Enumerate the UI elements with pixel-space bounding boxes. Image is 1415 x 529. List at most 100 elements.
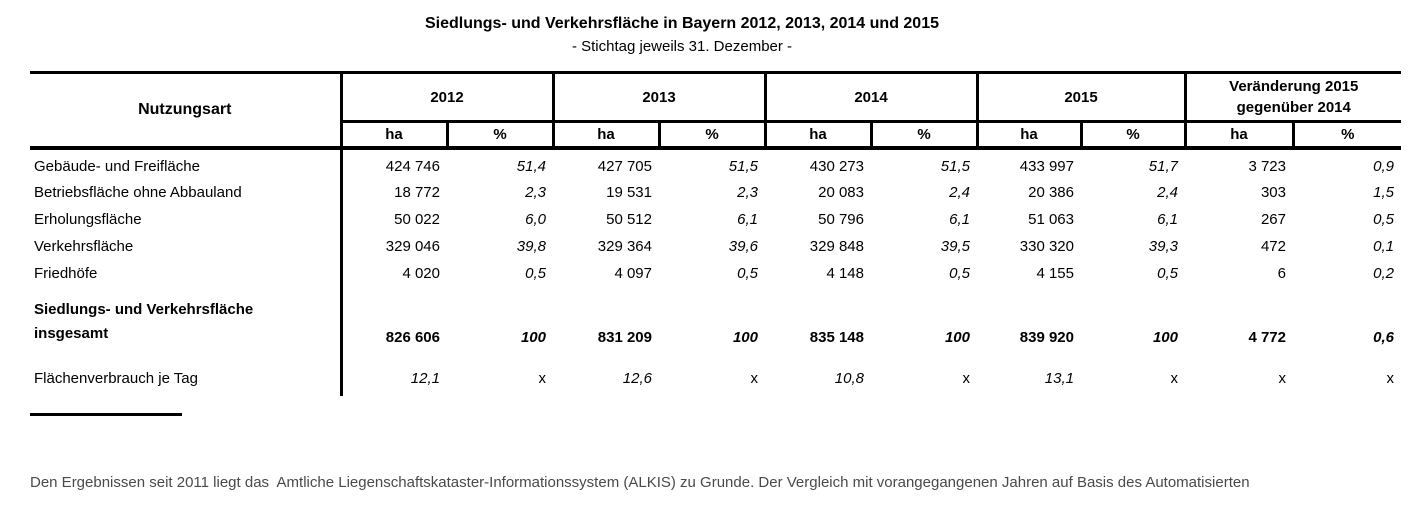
table-header-units: ha % ha % ha % ha % ha %	[30, 121, 1402, 150]
cell-pct: 2,4	[949, 183, 970, 201]
cell-ha: 50 022	[394, 210, 440, 228]
year-header-2013: 2013	[551, 72, 765, 123]
cell-ha: 433 997	[1019, 157, 1074, 175]
unit-header-pct: %	[657, 121, 765, 150]
row-label: Verkehrsfläche	[30, 232, 343, 260]
year-header-2014: 2014	[763, 72, 977, 123]
cell-pct: 39,8	[516, 237, 546, 255]
cell-ha: 19 531	[606, 183, 652, 201]
cell-pct: 6,1	[1157, 210, 1178, 228]
unit-header-pct: %	[1079, 121, 1185, 150]
document-header: Siedlungs- und Verkehrsfläche in Bayern …	[0, 0, 1364, 57]
table-row: Erholungsfläche 50 022 6,0 50 512 6,1 50…	[30, 205, 1401, 233]
cell-ha: 18 772	[394, 183, 440, 201]
cell-ha: 826 606	[385, 328, 440, 346]
cell-pct: 39,3	[1148, 237, 1178, 255]
cell-pct: 0,5	[525, 264, 546, 282]
table-row: Verkehrsfläche 329 046 39,8 329 364 39,6…	[30, 232, 1401, 260]
page-title: Siedlungs- und Verkehrsfläche in Bayern …	[424, 15, 939, 32]
unit-header-ha: ha	[975, 121, 1081, 150]
cell-pct: x	[538, 369, 547, 387]
cell-ha: 329 848	[809, 237, 864, 255]
unit-header-pct: %	[445, 121, 553, 150]
row-label: Friedhöfe	[30, 259, 343, 287]
footnote: Den Ergebnissen seit 2011 liegt das Amtl…	[30, 428, 1415, 529]
statistics-table: Nutzungsart 2012 2013 2014 2015 Veränder…	[30, 71, 1402, 396]
total-label-line2: insgesamt	[34, 324, 109, 342]
table-row: Gebäude- und Freifläche 424 746 51,4 427…	[30, 147, 1401, 179]
unit-header-ha: ha	[763, 121, 871, 150]
column-header-nutzungsart: Nutzungsart	[30, 72, 343, 150]
cell-change-ha: 472	[1260, 237, 1286, 255]
row-label: Erholungsfläche	[30, 205, 343, 233]
table-row: Friedhöfe 4 020 0,5 4 097 0,5 4 148 0,5 …	[30, 259, 1401, 287]
cell-change-pct: 0,1	[1373, 237, 1395, 255]
cell-ha: 4 148	[826, 264, 864, 282]
cell-change-ha: 6	[1277, 264, 1286, 282]
cell-ha: 10,8	[834, 369, 864, 387]
cell-pct: 39,5	[940, 237, 970, 255]
cell-change-ha: 267	[1260, 210, 1286, 228]
cell-change-pct: 0,5	[1373, 210, 1395, 228]
table-per-day-row: Flächenverbrauch je Tag 12,1 x 12,6 x 10…	[30, 352, 1401, 396]
cell-ha: 12,6	[622, 369, 652, 387]
cell-ha: 20 386	[1028, 183, 1074, 201]
cell-pct: 6,1	[949, 210, 970, 228]
unit-header-pct: %	[1291, 121, 1402, 150]
cell-pct: 0,5	[737, 264, 758, 282]
cell-pct: 0,5	[1157, 264, 1178, 282]
cell-ha: 839 920	[1019, 328, 1074, 346]
cell-change-pct: 1,5	[1373, 183, 1395, 201]
cell-ha: 330 320	[1019, 237, 1074, 255]
row-label: Gebäude- und Freifläche	[30, 147, 343, 179]
cell-ha: 831 209	[597, 328, 652, 346]
cell-ha: 430 273	[809, 157, 864, 175]
cell-ha: 4 155	[1036, 264, 1074, 282]
total-label-line1: Siedlungs- und Verkehrsfläche	[34, 300, 254, 318]
cell-change-pct: 0,2	[1373, 264, 1395, 282]
cell-ha: 329 046	[385, 237, 440, 255]
footnote-rule	[30, 412, 182, 416]
cell-ha: 424 746	[385, 157, 440, 175]
cell-ha: 51 063	[1028, 210, 1074, 228]
cell-change-ha: 303	[1260, 183, 1286, 201]
footnote-line1: Den Ergebnissen seit 2011 liegt das Amtl…	[30, 473, 1250, 491]
row-label: Betriebsfläche ohne Abbauland	[30, 178, 343, 206]
cell-pct: 51,4	[516, 157, 546, 175]
change-header: Veränderung 2015 gegenüber 2014	[1183, 72, 1402, 123]
cell-ha: 50 512	[606, 210, 652, 228]
cell-pct: 100	[520, 328, 546, 346]
page-subtitle: - Stichtag jeweils 31. Dezember -	[571, 38, 793, 55]
cell-ha: 50 796	[818, 210, 864, 228]
cell-pct: 6,0	[525, 210, 546, 228]
change-header-line1: Veränderung 2015	[1229, 78, 1359, 95]
cell-pct: 2,3	[737, 183, 758, 201]
cell-pct: x	[962, 369, 971, 387]
cell-change-ha: 4 772	[1248, 328, 1286, 346]
cell-pct: x	[750, 369, 759, 387]
year-header-2012: 2012	[339, 72, 553, 123]
cell-change-pct: x	[1386, 369, 1395, 387]
cell-pct: 2,3	[525, 183, 546, 201]
cell-pct: 51,7	[1148, 157, 1178, 175]
year-header-2015: 2015	[975, 72, 1185, 123]
cell-change-pct: 0,9	[1373, 157, 1395, 175]
cell-pct: 2,4	[1157, 183, 1178, 201]
cell-ha: 4 020	[402, 264, 440, 282]
unit-header-ha: ha	[339, 121, 447, 150]
cell-change-pct: 0,6	[1373, 328, 1395, 346]
cell-change-ha: 3 723	[1248, 157, 1286, 175]
cell-pct: 100	[732, 328, 758, 346]
cell-pct: x	[1170, 369, 1179, 387]
cell-ha: 4 097	[614, 264, 652, 282]
cell-pct: 100	[1152, 328, 1178, 346]
cell-ha: 427 705	[597, 157, 652, 175]
change-header-line2: gegenüber 2014	[1236, 99, 1351, 116]
table-row: Betriebsfläche ohne Abbauland 18 772 2,3…	[30, 178, 1401, 206]
cell-pct: 0,5	[949, 264, 970, 282]
unit-header-ha: ha	[551, 121, 659, 150]
cell-pct: 51,5	[940, 157, 970, 175]
total-row-label: Siedlungs- und Verkehrsfläche insgesamt	[30, 286, 343, 353]
cell-ha: 329 364	[597, 237, 652, 255]
cell-ha: 12,1	[410, 369, 440, 387]
